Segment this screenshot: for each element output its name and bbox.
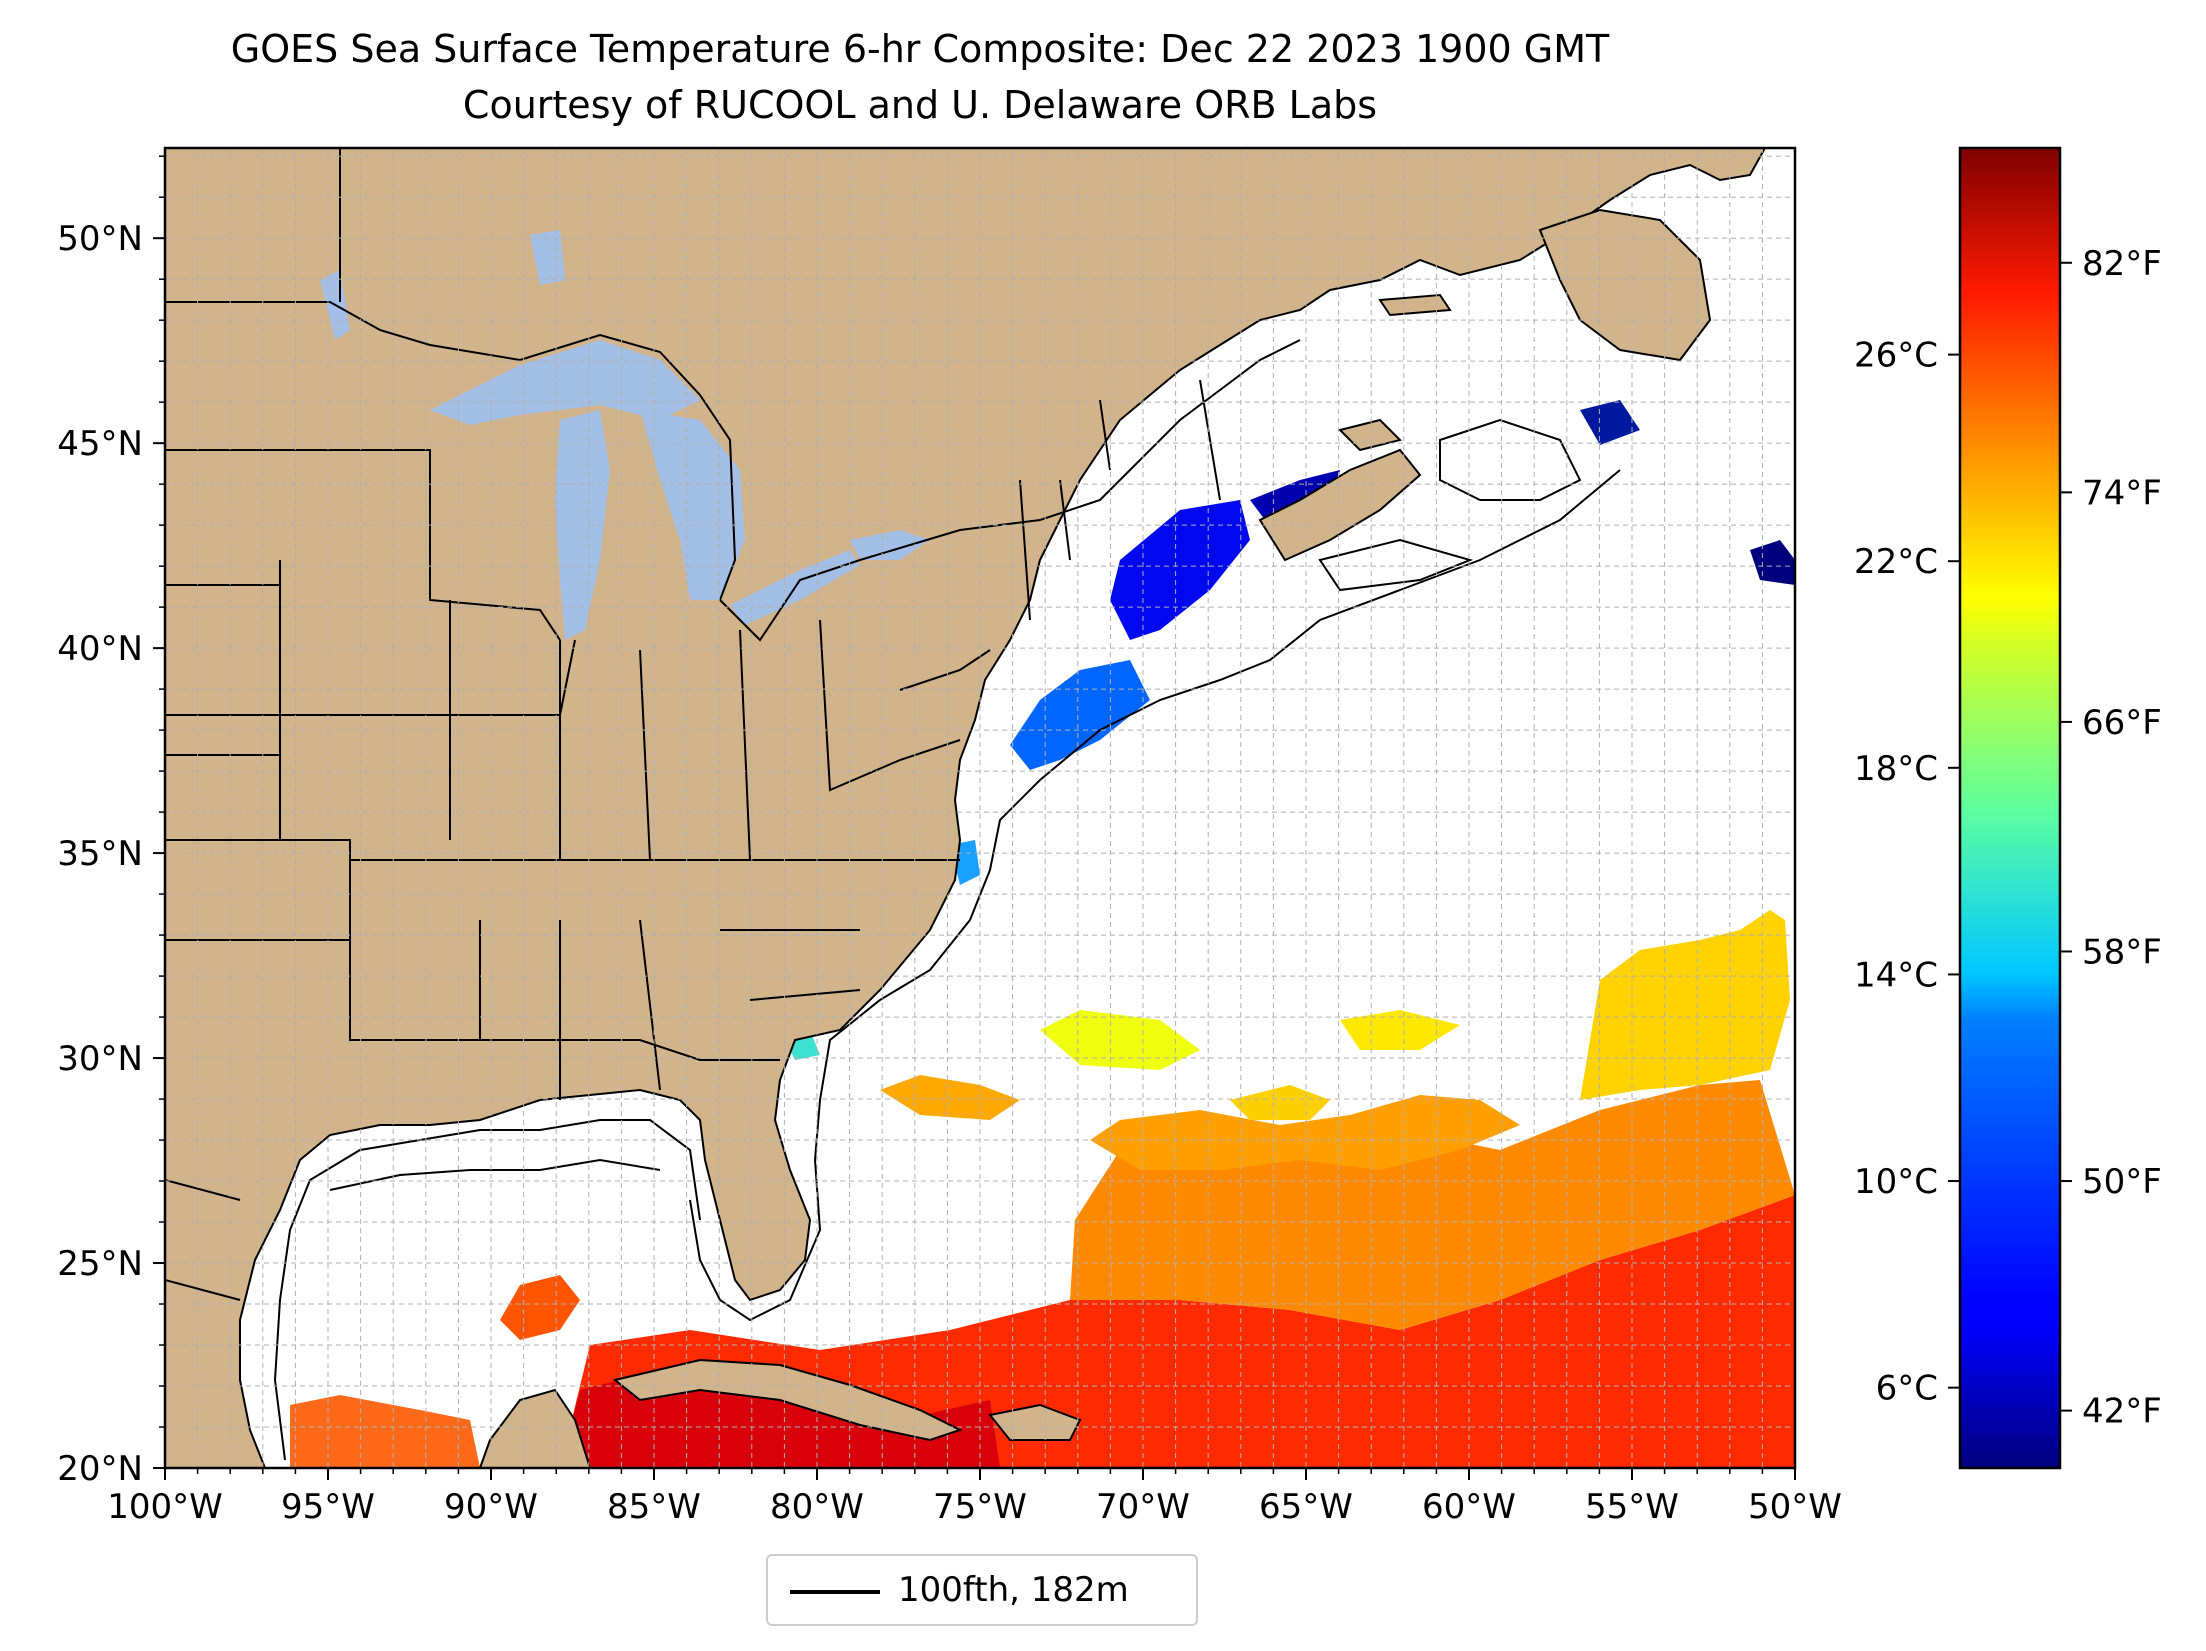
isobath-legend-swatch [790,1590,880,1594]
map-gridlines [165,148,1795,1468]
colorbar: 82°F 74°F 66°F 58°F 50°F 42°F 26°C 22°C 18°C 14°C… [1854,146,2162,1470]
colorbar-c-label: 14°C [1854,955,1938,995]
sst-yellow-3 [1230,1085,1330,1120]
sst-gulf-south [290,1395,480,1468]
lon-tick-label: 100°W [107,1487,223,1527]
isobath-gulf-inner [329,1158,661,1191]
sst-gulf-mid [500,1275,580,1340]
nova-scotia-land [1258,448,1422,562]
lon-tick-label: 90°W [444,1487,538,1527]
colorbar-f-label: 42°F [2082,1392,2162,1432]
lon-tick-label: 55°W [1585,1487,1679,1527]
lat-tick-label: 50°N [57,219,143,259]
sst-grand-banks-cold [1750,540,1795,585]
yucatan-land [478,1388,592,1468]
map-legend: 100fth, 182m [766,1554,1198,1626]
lat-tick-label: 20°N [57,1449,143,1489]
sst-newfoundland-cold [1580,400,1640,445]
colorbar-c-label: 26°C [1854,336,1938,376]
colorbar-c-label: 10°C [1854,1162,1938,1202]
colorbar-c-label: 18°C [1854,749,1938,789]
map-title: GOES Sea Surface Temperature 6-hr Compos… [230,27,1610,71]
isobath-scotian [1318,538,1474,592]
colorbar-f-label: 50°F [2082,1162,2162,1202]
colorbar-f-label: 58°F [2082,932,2162,972]
sst-deep-red [560,1375,1000,1468]
lon-tick-label: 80°W [770,1487,864,1527]
colorbar-ticks: 82°F 74°F 66°F 58°F 50°F 42°F 26°C 22°C 18°C 14°C… [1854,244,2162,1432]
lake-superior [430,340,700,425]
lat-tick-label: 45°N [57,424,143,464]
colorbar-f-label: 74°F [2082,473,2162,513]
lat-tick-label: 25°N [57,1244,143,1284]
lake-nipigon [530,230,565,285]
colorbar-c-label: 22°C [1854,542,1938,582]
lon-tick-label: 60°W [1422,1487,1516,1527]
lat-tick-label: 40°N [57,629,143,669]
sst-field [290,240,1795,1468]
sst-yellow-2 [1340,1010,1460,1050]
map-subtitle: Courtesy of RUCOOL and U. Delaware ORB L… [462,83,1378,127]
lon-tick-label: 70°W [1096,1487,1190,1527]
cuba-land [612,1358,963,1442]
lat-tick-label: 35°N [57,834,143,874]
map-area [165,148,1795,1468]
hispaniola-land [988,1403,1082,1441]
colorbar-gradient [1958,146,2062,1470]
lon-tick-label: 95°W [281,1487,375,1527]
lat-axis: 20°N 25°N 30°N 35°N 40°N 45°N 50°N [57,155,165,1489]
lake-ontario [850,530,930,560]
colorbar-f-label: 82°F [2082,244,2162,284]
sst-yellow-mid [1040,1010,1200,1070]
isobath-grand-banks [1439,418,1582,501]
newfoundland-land [1538,208,1712,362]
isobath-legend-label: 100fth, 182m [898,1570,1129,1610]
lon-tick-label: 85°W [607,1487,701,1527]
lon-tick-label: 50°W [1748,1487,1842,1527]
anticosti-land [1378,293,1452,317]
lat-tick-label: 30°N [57,1039,143,1079]
colorbar-f-label: 66°F [2082,703,2162,743]
colorbar-c-label: 6°C [1876,1369,1938,1409]
sst-orange-north [1090,1095,1520,1170]
lon-axis: 100°W 95°W 90°W 85°W 80°W 75°W 70°W 65°W 60°W 55°… [107,1468,1842,1527]
sst-gulf-of-maine [1110,500,1250,640]
lon-tick-label: 65°W [1259,1487,1353,1527]
lon-tick-label: 75°W [933,1487,1027,1527]
